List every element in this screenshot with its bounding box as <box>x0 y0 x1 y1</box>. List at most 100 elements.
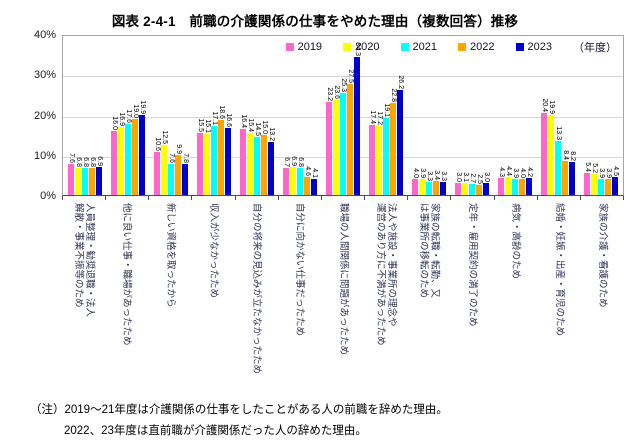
bar-slot: 23.6 <box>333 36 340 195</box>
bar-slot: 13.3 <box>555 36 562 195</box>
bar-2022-cat5 <box>260 134 267 195</box>
bar-2019-cat2 <box>110 130 117 195</box>
tick <box>63 196 107 200</box>
bar-group-4: 15.5 15.1 17.1 18.6 16.6 <box>192 36 235 195</box>
tick <box>192 196 236 200</box>
bar-2019-cat1 <box>67 164 74 195</box>
bar-slot: 14.5 <box>253 36 261 195</box>
category-cell-8: 法人や施設・事業所の理念や 運営のあり方に不満があったため <box>365 200 408 396</box>
category-label: 家族の転職・転勤、又 は事業所の移転のため <box>418 203 441 299</box>
bar-2023-cat10 <box>483 182 490 195</box>
bar-slot: 4.0 <box>519 36 526 195</box>
category-label: 職場の人間関係に問題があったため <box>337 203 349 356</box>
category-label: 結婚・妊娠・出産・育児のため <box>553 203 565 337</box>
legend-item-2021: 2021 <box>400 41 438 53</box>
legend-label-2019: 2019 <box>297 41 323 53</box>
category-cell-6: 自分に向かない仕事だったため <box>278 200 321 396</box>
bar-2022-cat3 <box>174 155 181 195</box>
bar-groups: 7.6 6.8 6.8 6.8 6.9 16.0 16.9 17.6 19.0 19.9 10.6 1… <box>63 36 623 195</box>
value-label: 27.5 <box>347 69 354 84</box>
bar-2020-cat3 <box>160 144 167 195</box>
bar-group-5: 16.4 15.4 14.5 15.0 13.2 <box>235 36 278 195</box>
bar-group-3: 10.6 12.5 7.6 9.9 7.8 <box>149 36 192 195</box>
bar-2022-cat1 <box>88 167 95 195</box>
bar-2023-cat2 <box>138 114 145 195</box>
category-cell-2: 他に良い仕事・職場があったため <box>105 200 148 396</box>
tick <box>279 196 322 200</box>
category-cell-9: 家族の転職・転勤、又 は事業所の移転のため <box>408 200 451 396</box>
x-axis-ticks <box>62 196 625 200</box>
bar-2021-cat9 <box>426 181 433 195</box>
legend-item-2019: 2019 <box>285 41 323 53</box>
category-cell-12: 結婚・妊娠・出産・育児のため <box>538 200 581 396</box>
gridline <box>63 76 623 78</box>
bar-2019-cat11 <box>498 177 505 195</box>
value-label: 26.2 <box>397 74 405 89</box>
value-label: 19.9 <box>138 100 146 114</box>
bar-2019-cat4 <box>196 132 203 195</box>
bar-2021-cat7 <box>340 93 346 195</box>
category-label: 法人や施設・事業所の理念や 運営のあり方に不満があったため <box>375 203 398 346</box>
legend-item-2022: 2022 <box>458 41 495 53</box>
bar-slot: 13.2 <box>267 36 275 195</box>
bar-2019-cat12 <box>541 112 548 195</box>
bar-group-11: 4.3 4.4 3.9 4.0 4.2 <box>494 36 537 195</box>
bar-2019-cat3 <box>153 152 160 195</box>
bar-slot: 3.9 <box>419 36 426 195</box>
bar-2020-cat12 <box>548 114 555 195</box>
value-label: 8.2 <box>569 151 577 161</box>
category-cell-13: 家族の介護・看護のため <box>581 200 624 396</box>
legend: 2019 2020 2021 2022 2023 （年度） <box>285 39 617 55</box>
bar-slot: 27.5 <box>347 36 354 195</box>
legend-label-2021: 2021 <box>412 41 438 53</box>
bar-2019-cat9 <box>412 178 419 195</box>
bar-slot: 3.3 <box>440 36 447 195</box>
bar-2019-cat8 <box>369 124 376 195</box>
bar-slot: 20.4 <box>541 36 548 195</box>
bar-2023-cat8 <box>397 89 404 195</box>
legend-unit-label: （年度） <box>573 42 617 54</box>
bar-slot: 15.4 <box>246 36 254 195</box>
category-label: 自分に向かない仕事だったため <box>294 203 306 337</box>
tick <box>451 196 495 200</box>
value-label: 7.8 <box>181 152 189 163</box>
tick <box>538 196 581 200</box>
bar-2019-cat7 <box>326 101 332 195</box>
value-label: 3.0 <box>483 172 491 182</box>
bar-slot: 19.9 <box>548 36 555 195</box>
bar-slot: 3.3 <box>426 36 433 195</box>
bar-2022-cat7 <box>347 84 353 195</box>
bar-group-7: 23.2 23.6 25.3 27.5 34.3 <box>321 36 364 195</box>
category-cell-4: 収入が少なかったため <box>192 200 235 396</box>
bar-slot: 16.4 <box>239 36 247 195</box>
value-label: 4.1 <box>310 167 318 178</box>
bar-slot: 5.2 <box>591 36 598 195</box>
bar-slot: 18.6 <box>217 36 225 195</box>
bar-2021-cat12 <box>555 141 562 195</box>
bar-2022-cat9 <box>433 181 440 195</box>
value-label: 6.9 <box>95 156 103 167</box>
value-label: 13.2 <box>267 127 275 141</box>
bar-slot: 8.4 <box>562 36 569 195</box>
bar-2023-cat6 <box>310 178 317 195</box>
bar-group-6: 6.7 6.9 6.8 4.6 4.1 <box>278 36 321 195</box>
bar-slot: 16.0 <box>110 36 118 195</box>
bar-slot: 25.3 <box>340 36 347 195</box>
bar-2023-cat13 <box>612 176 619 195</box>
tick <box>408 196 452 200</box>
bar-slot: 3.4 <box>433 36 440 195</box>
bar-slot: 6.7 <box>282 36 290 195</box>
y-axis-tick-label: 20% <box>33 109 56 122</box>
value-label: 4.2 <box>526 167 534 178</box>
bar-slot: 4.0 <box>412 36 419 195</box>
category-cell-5: 自分の将来の見込みが立たなかったため <box>235 200 278 396</box>
bar-group-12: 20.4 19.9 13.3 8.4 8.2 <box>537 36 580 195</box>
legend-swatch-2022 <box>458 43 467 51</box>
bar-2022-cat8 <box>390 103 397 195</box>
bar-slot: 7.6 <box>167 36 175 195</box>
bar-2023-cat3 <box>181 163 188 195</box>
bar-slot: 6.9 <box>95 36 103 195</box>
bar-slot: 5.4 <box>584 36 591 195</box>
plot-area: 2019 2020 2021 2022 2023 （年度） 7.6 6.8 6.8 6.8 6.9… <box>62 35 624 196</box>
